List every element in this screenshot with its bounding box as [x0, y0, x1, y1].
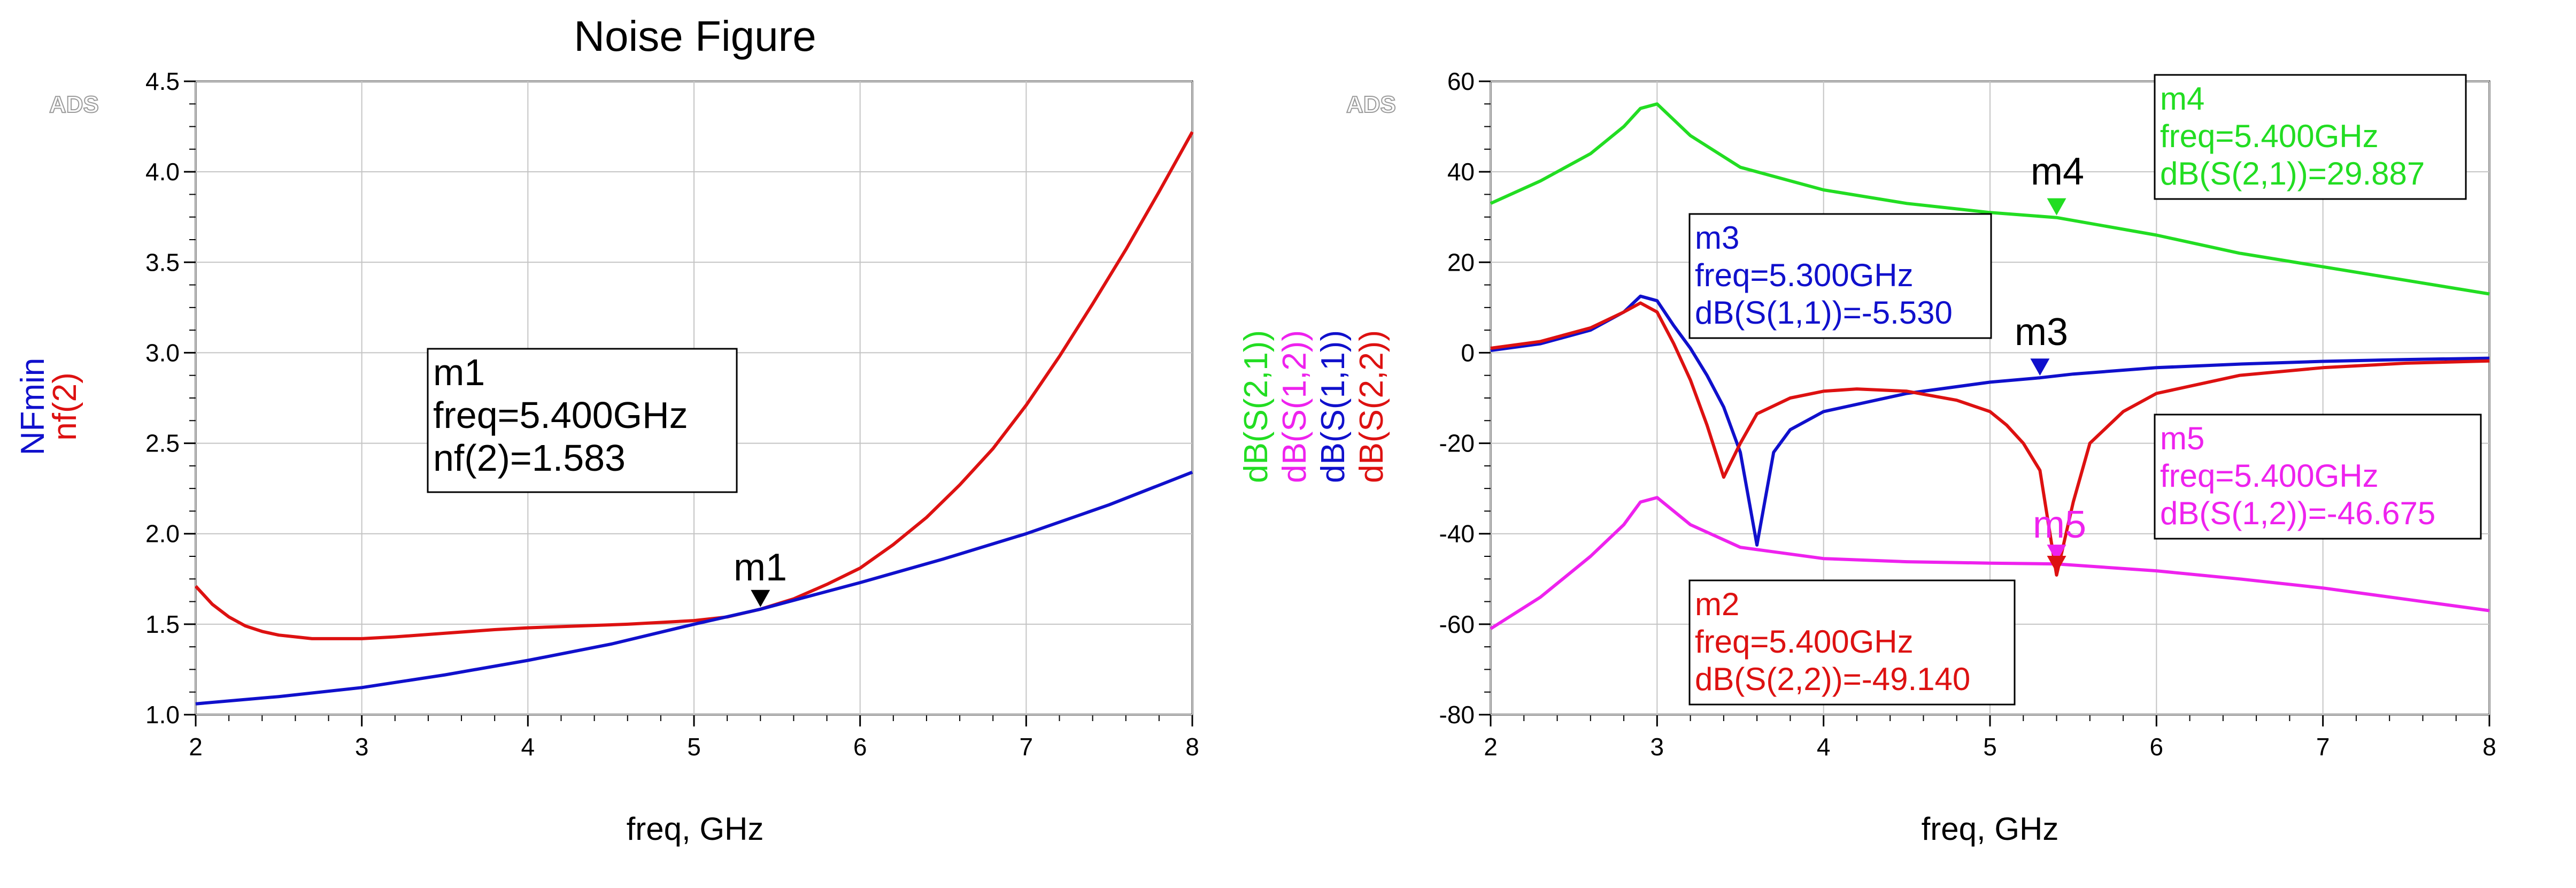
marker-box-frame — [2154, 414, 2482, 540]
y-axis-labels: dB(S(2,1)) dB(S(1,2)) dB(S(1,1)) dB(S(2,… — [1238, 330, 1390, 483]
noise-figure-chart: Noise Figure ADS 2 3 4 5 6 7 8 1.0 1.5 2… — [14, 12, 1199, 847]
series-lines — [1490, 102, 2490, 630]
y-tick-label: 40 — [1447, 158, 1475, 186]
x-axis-label: freq, GHz — [1922, 811, 2059, 847]
y-tick-label: 2.0 — [145, 520, 180, 548]
y-tick-label: 0 — [1461, 339, 1475, 366]
marker-box-value: dB(S(1,2))=-46.675 — [2160, 495, 2435, 531]
y-tick-label: -60 — [1439, 610, 1475, 638]
marker-box-value: nf(2)=1.583 — [433, 437, 626, 479]
marker-triangle-m4 — [2047, 198, 2066, 216]
x-tick-label: 7 — [1020, 733, 1034, 761]
marker-triangle-m2 — [2047, 556, 2066, 573]
y-tick-label: 3.0 — [145, 339, 180, 366]
y-tick-label: -20 — [1439, 430, 1475, 457]
x-axis: 2 3 4 5 6 7 8 — [189, 733, 1199, 761]
y-tick-label: -40 — [1439, 520, 1475, 548]
marker-box-m5: m5 freq=5.400GHz dB(S(1,2))=-46.675 — [2154, 414, 2482, 540]
marker-box-value: dB(S(2,1))=29.887 — [2160, 156, 2425, 192]
marker-label-m3: m3 — [2015, 311, 2068, 354]
marker-box-frame — [2154, 74, 2467, 200]
series-line-db-s-1-1 — [1490, 294, 2490, 547]
series-lines — [194, 131, 1194, 706]
x-axis: 2 3 4 5 6 7 8 — [1484, 733, 2496, 761]
y-tick-label: 20 — [1447, 248, 1475, 276]
y-axis: -80 -60 -40 -20 0 20 40 60 — [1439, 67, 1475, 729]
plot-area: 2 3 4 5 6 7 8 -80 -60 -40 -20 0 20 40 60… — [1439, 67, 2496, 761]
x-tick-label: 5 — [1983, 733, 1997, 761]
y-tick-label: 3.5 — [145, 248, 180, 276]
marker-box-freq: freq=5.400GHz — [433, 394, 688, 436]
y-tick-label: 4.5 — [145, 67, 180, 95]
marker-box-value: dB(S(1,1))=-5.530 — [1695, 295, 1953, 331]
x-tick-label: 2 — [1484, 733, 1498, 761]
x-tick-label: 3 — [355, 733, 369, 761]
x-tick-label: 8 — [2482, 733, 2496, 761]
marker-box-frame — [1688, 213, 1992, 339]
marker-box-m4: m4 freq=5.400GHz dB(S(2,1))=29.887 — [2154, 74, 2467, 200]
series-line-db-s-2-2 — [1490, 301, 2490, 577]
s-parameter-chart: ADS 2 3 4 5 6 7 8 -80 -60 -40 -20 0 20 4… — [1238, 67, 2496, 847]
y-tick-label: 1.0 — [145, 701, 180, 729]
y-axis-label-s12: dB(S(1,2)) — [1276, 330, 1313, 483]
x-tick-label: 6 — [2150, 733, 2164, 761]
y-axis: 1.0 1.5 2.0 2.5 3.0 3.5 4.0 4.5 — [145, 67, 180, 729]
marker-glyphs: m4 m3 m5 — [2015, 150, 2086, 573]
x-tick-label: 8 — [1185, 733, 1199, 761]
marker-box-freq: freq=5.400GHz — [2160, 458, 2379, 494]
marker-box-name: m4 — [2160, 81, 2204, 117]
marker-box-name: m2 — [1695, 586, 1739, 622]
y-tick-label: 1.5 — [145, 610, 180, 638]
marker-box-name: m5 — [2160, 420, 2204, 456]
ads-watermark: ADS — [1346, 91, 1396, 118]
x-tick-label: 6 — [853, 733, 867, 761]
x-tick-label: 3 — [1651, 733, 1664, 761]
marker-box-m2: m2 freq=5.400GHz dB(S(2,2))=-49.140 — [1688, 579, 2016, 706]
x-tick-label: 4 — [1817, 733, 1831, 761]
x-axis-label: freq, GHz — [627, 811, 764, 847]
series-line-nf-2 — [194, 131, 1194, 640]
marker-box-m1: m1 freq=5.400GHz nf(2)=1.583 — [427, 348, 738, 493]
y-tick-label: 4.0 — [145, 158, 180, 186]
marker-triangle-m1 — [751, 590, 770, 607]
y-tick-label: -80 — [1439, 701, 1475, 729]
marker-label-m1: m1 — [734, 546, 787, 589]
y-axis-label-s22: dB(S(2,2)) — [1353, 330, 1390, 483]
x-tick-label: 7 — [2316, 733, 2330, 761]
marker-box-frame — [427, 348, 738, 493]
marker-glyphs: m1 — [734, 546, 787, 607]
x-tick-label: 4 — [521, 733, 535, 761]
series-line-db-s-2-1 — [1490, 102, 2490, 296]
y-axis-label-nf2: nf(2) — [47, 372, 83, 440]
marker-box-freq: freq=5.400GHz — [1695, 624, 1914, 660]
marker-box-name: m3 — [1695, 220, 1739, 256]
x-tick-label: 2 — [189, 733, 203, 761]
series-line-nfmin — [195, 470, 1193, 706]
marker-box-name: m1 — [433, 351, 485, 393]
marker-box-freq: freq=5.400GHz — [2160, 118, 2379, 154]
y-axis-label-s21: dB(S(2,1)) — [1238, 330, 1275, 483]
ads-watermark: ADS — [49, 91, 99, 118]
marker-box-value: dB(S(2,2))=-49.140 — [1695, 661, 1970, 697]
y-tick-label: 60 — [1447, 67, 1475, 95]
chart-title: Noise Figure — [574, 12, 816, 60]
marker-triangle-m3 — [2030, 358, 2050, 376]
x-tick-label: 5 — [687, 733, 701, 761]
marker-box-m3: m3 freq=5.300GHz dB(S(1,1))=-5.530 — [1688, 213, 1992, 339]
y-axis-label-nfmin: NFmin — [14, 358, 51, 456]
y-tick-label: 2.5 — [145, 430, 180, 457]
y-axis-label-s11: dB(S(1,1)) — [1315, 330, 1352, 483]
marker-box-frame — [1688, 579, 2016, 706]
marker-label-m5: m5 — [2033, 503, 2086, 546]
series-line-db-s-1-2 — [1490, 496, 2490, 630]
marker-label-m4: m4 — [2031, 150, 2084, 193]
y-axis-labels: NFmin nf(2) — [14, 358, 83, 456]
marker-box-freq: freq=5.300GHz — [1695, 257, 1914, 293]
marker-triangle-m5 — [2047, 545, 2066, 562]
